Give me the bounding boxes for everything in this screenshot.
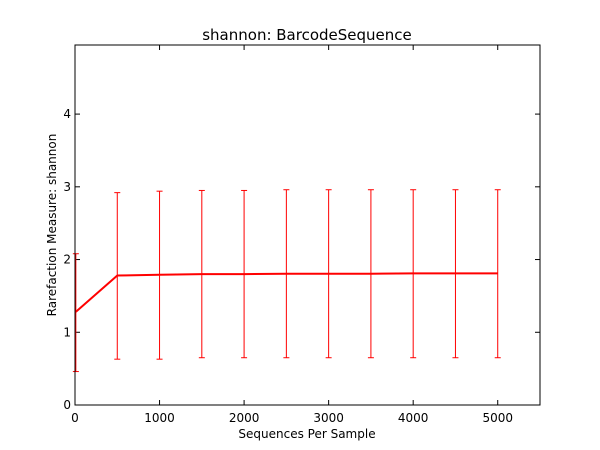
y-axis-label: Rarefaction Measure: shannon — [45, 134, 59, 317]
x-axis-label: Sequences Per Sample — [238, 427, 375, 441]
x-tick-label: 3000 — [313, 411, 344, 425]
y-tick-label: 1 — [63, 325, 71, 339]
series-line — [75, 272, 498, 313]
x-tick-label: 2000 — [229, 411, 260, 425]
y-tick-label: 0 — [63, 398, 71, 412]
chart-title: shannon: BarcodeSequence — [202, 26, 412, 44]
y-tick-label: 3 — [63, 180, 71, 194]
plot-area-frame — [74, 44, 541, 406]
y-tick-label: 2 — [63, 253, 71, 267]
y-tick-label: 4 — [63, 107, 71, 121]
x-tick-label: 4000 — [398, 411, 429, 425]
series-lines — [75, 272, 498, 313]
x-tick-label: 5000 — [482, 411, 513, 425]
tick-labels: 0 1000 2000 3000 4000 5000 0 1 2 3 4 — [63, 107, 513, 425]
x-tick-label: 0 — [71, 411, 79, 425]
x-tick-label: 1000 — [144, 411, 175, 425]
